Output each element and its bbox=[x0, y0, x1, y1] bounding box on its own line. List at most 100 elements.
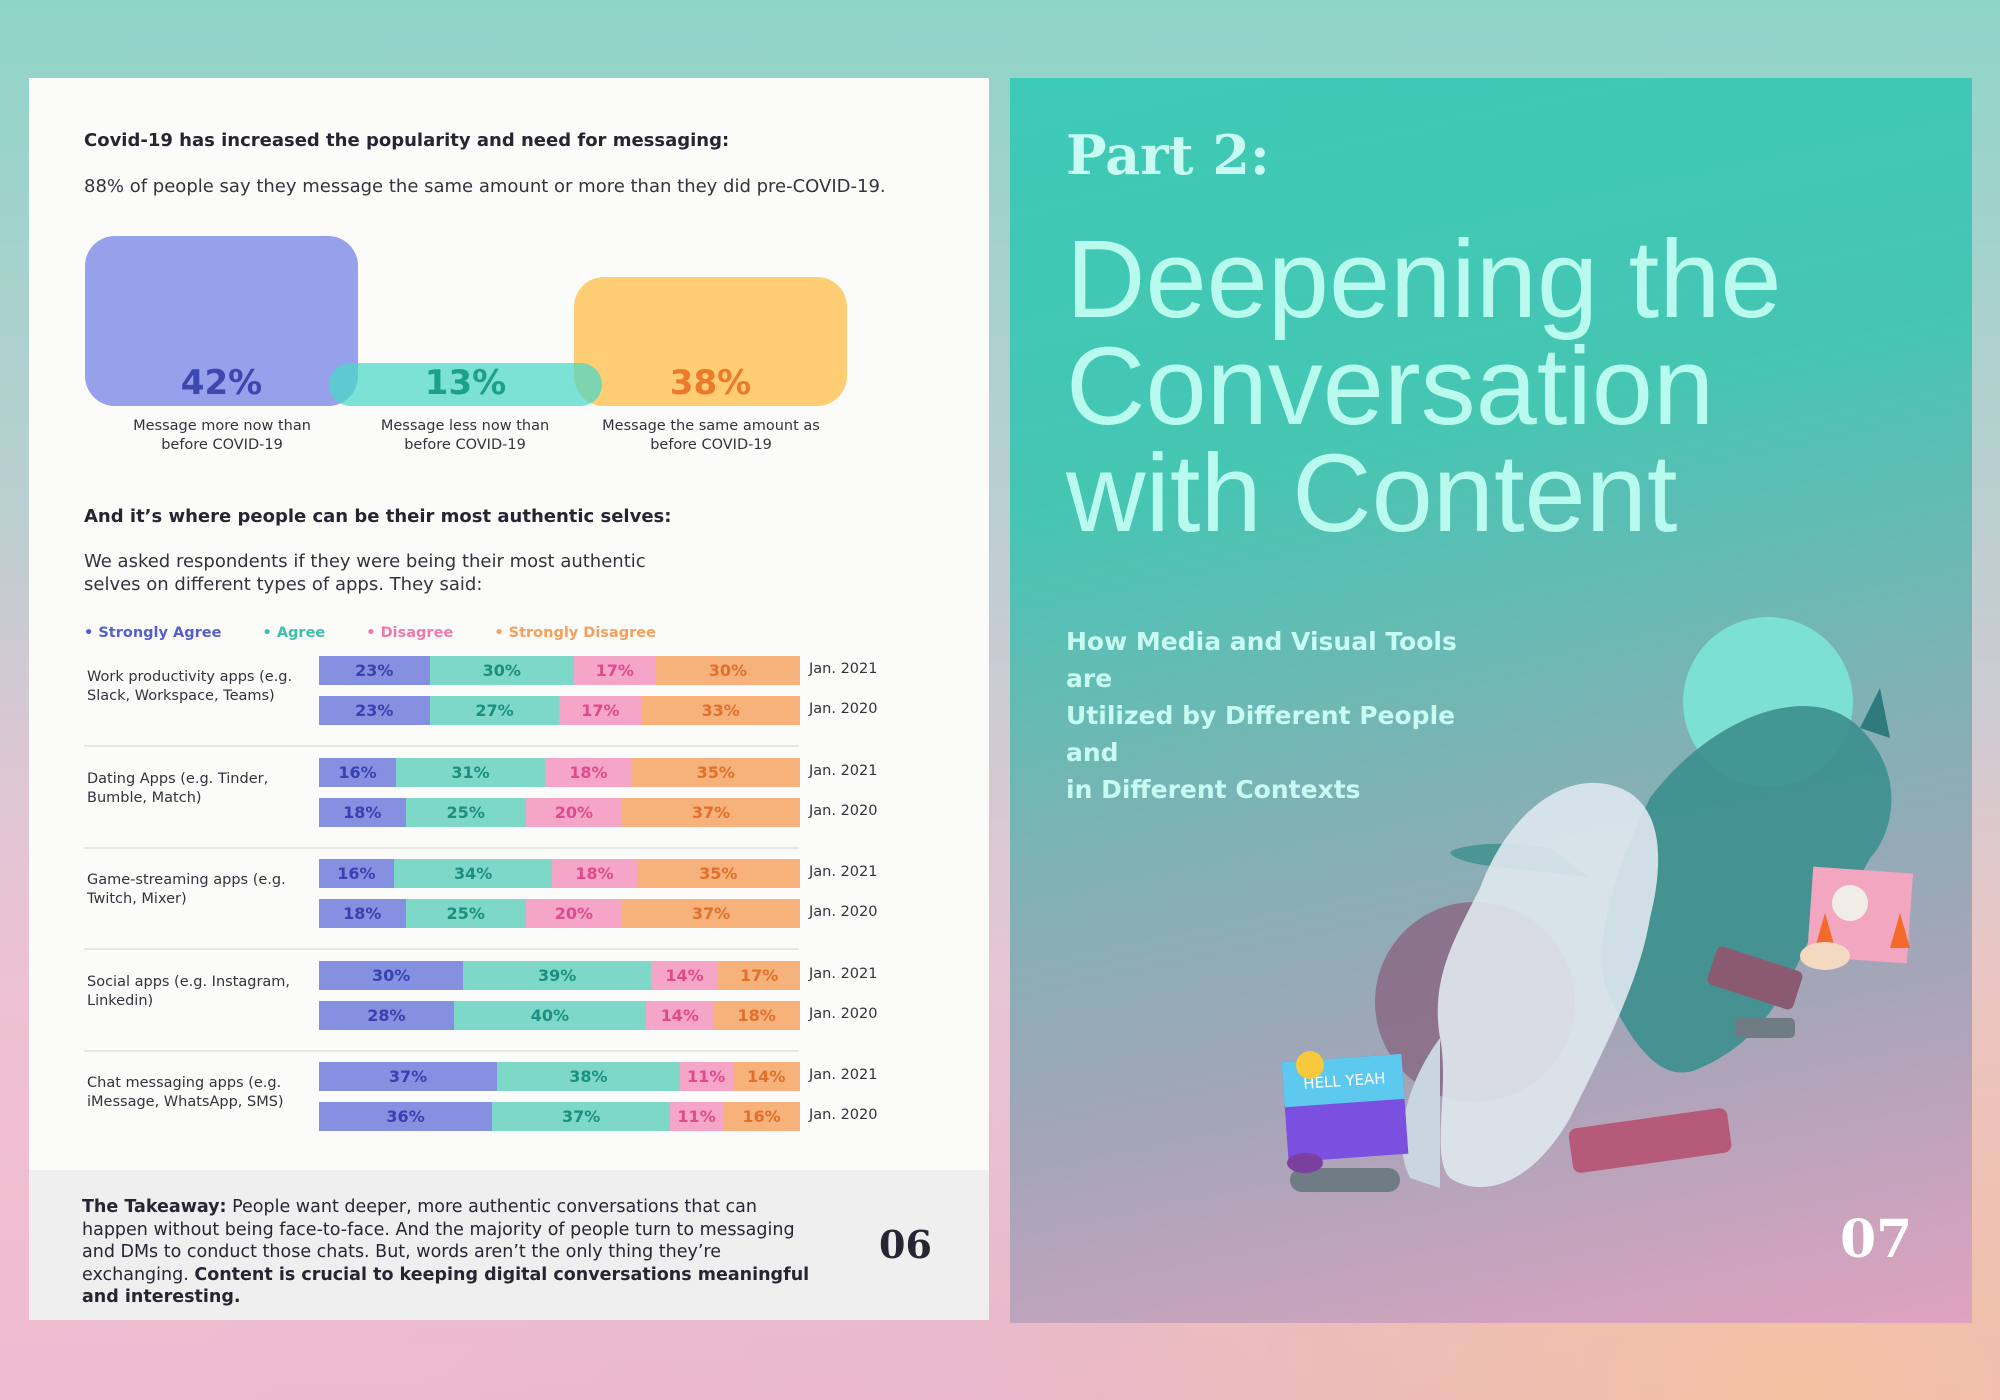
page-number-left: 06 bbox=[879, 1222, 932, 1267]
heart-eyes-emoji-icon bbox=[1296, 1051, 1324, 1079]
bar-segment-strongly-agree: 30% bbox=[319, 960, 464, 990]
bar-segment-agree: 31% bbox=[395, 757, 546, 787]
bar-segment-agree: 38% bbox=[496, 1062, 680, 1091]
authentic-heading: And it’s where people can be their most … bbox=[84, 506, 672, 527]
stacked-bar: 28% 40% 14% 18% bbox=[319, 1000, 800, 1030]
group-divider bbox=[84, 948, 799, 950]
group-label: Work productivity apps (e.g. Slack, Works… bbox=[87, 669, 293, 704]
bar-segment-agree: 27% bbox=[429, 696, 560, 725]
pink-phone-image bbox=[1568, 1108, 1732, 1173]
less-now-blob bbox=[329, 363, 602, 406]
same-amount-caption: Message the same amount as before COVID-1… bbox=[602, 418, 820, 453]
group-divider bbox=[84, 1049, 799, 1052]
bar-segment-strongly-agree: 37% bbox=[319, 1062, 497, 1091]
stacked-bar: 18% 25% 20% 37% bbox=[319, 899, 800, 928]
bar-segment-disagree: 18% bbox=[552, 859, 637, 888]
authentic-intro: We asked respondents if they were being … bbox=[84, 551, 646, 595]
bar-segment-disagree: 14% bbox=[650, 960, 719, 990]
stacked-bar: 16% 31% 18% 35% bbox=[319, 757, 800, 787]
bar-period-label: Jan. 2020 bbox=[809, 904, 878, 920]
bar-segment-strongly-disagree: 37% bbox=[622, 899, 800, 928]
bar-segment-agree: 37% bbox=[492, 1102, 671, 1131]
legend-disagree: • Disagree bbox=[366, 625, 454, 641]
less-now-value: 13% bbox=[424, 363, 507, 403]
bar-period-label: Jan. 2021 bbox=[809, 762, 878, 779]
stacked-bar: 18% 25% 20% 37% bbox=[319, 797, 800, 827]
bar-segment-strongly-agree: 36% bbox=[319, 1102, 493, 1131]
group-divider bbox=[84, 846, 799, 849]
covid-stat-line: 88% of people say they message the same … bbox=[84, 176, 886, 197]
bar-segment-disagree: 11% bbox=[670, 1102, 724, 1131]
bar-segment-strongly-agree: 16% bbox=[319, 757, 396, 787]
takeaway-text: The Takeaway: People want deeper, more a… bbox=[82, 1197, 810, 1307]
bar-period-label: Jan. 2021 bbox=[809, 661, 878, 677]
group-label: Game-streaming apps (e.g. Twitch, Mixer) bbox=[87, 872, 286, 907]
group-label: Social apps (e.g. Instagram, Linkedin) bbox=[87, 973, 291, 1009]
bar-segment-disagree: 20% bbox=[525, 899, 623, 928]
same-amount-blob bbox=[574, 277, 847, 406]
fire-cat-sticker bbox=[1800, 866, 1914, 970]
bar-segment-agree: 25% bbox=[405, 797, 526, 827]
stacked-bar: 37% 38% 11% 14% bbox=[319, 1062, 800, 1091]
bar-segment-strongly-agree: 18% bbox=[319, 797, 406, 827]
more-now-blob bbox=[85, 236, 358, 406]
stacked-bar: 23% 27% 17% 33% bbox=[319, 696, 800, 725]
bar-segment-strongly-disagree: 14% bbox=[732, 1062, 800, 1091]
bar-period-label: Jan. 2020 bbox=[809, 1107, 878, 1123]
bar-segment-disagree: 17% bbox=[573, 656, 656, 685]
bar-segment-strongly-disagree: 16% bbox=[723, 1102, 800, 1131]
dark-phone-image bbox=[1707, 946, 1803, 1010]
hell-yeah-sticker: HELL YEAH bbox=[1281, 1051, 1409, 1173]
stacked-bar: 30% 39% 14% 17% bbox=[319, 960, 800, 990]
legend-strongly-disagree: • Strongly Disagree bbox=[494, 625, 656, 641]
same-amount-value: 38% bbox=[669, 363, 752, 403]
bar-segment-agree: 39% bbox=[463, 960, 651, 990]
bar-segment-strongly-disagree: 17% bbox=[718, 960, 800, 990]
section-title: Deepening the Conversation with Content bbox=[1066, 218, 1782, 555]
bar-segment-disagree: 14% bbox=[646, 1000, 714, 1030]
bar-segment-strongly-agree: 23% bbox=[319, 696, 430, 725]
bar-segment-disagree: 20% bbox=[525, 797, 623, 827]
bar-segment-disagree: 11% bbox=[679, 1062, 733, 1091]
section-subtitle: How Media and Visual Tools are Utilized … bbox=[1066, 627, 1457, 804]
page-number-right: 07 bbox=[1840, 1209, 1913, 1270]
less-now-caption: Message less now than before COVID-19 bbox=[380, 418, 550, 453]
right-page: Part 2: Deepening the Conversation with … bbox=[1010, 78, 1972, 1323]
cats-collage-illustration: HELL YEAH bbox=[1281, 617, 1914, 1192]
bar-period-label: Jan. 2020 bbox=[809, 802, 878, 819]
group-label: Chat messaging apps (e.g. iMessage, Whats… bbox=[87, 1075, 284, 1110]
bar-period-label: Jan. 2021 bbox=[809, 965, 878, 982]
bar-segment-strongly-agree: 28% bbox=[319, 1000, 454, 1030]
part-label: Part 2: bbox=[1066, 123, 1270, 187]
bar-segment-strongly-disagree: 35% bbox=[636, 859, 800, 888]
stacked-bar: 36% 37% 11% 16% bbox=[319, 1102, 800, 1131]
stacked-bar: 16% 34% 18% 35% bbox=[319, 859, 800, 888]
bar-period-label: Jan. 2021 bbox=[809, 864, 878, 880]
covid-heading: Covid-19 has increased the popularity an… bbox=[84, 130, 730, 151]
more-now-value: 42% bbox=[180, 363, 263, 403]
bar-segment-agree: 40% bbox=[453, 1000, 647, 1030]
bar-segment-strongly-disagree: 18% bbox=[713, 1000, 800, 1030]
bar-segment-disagree: 18% bbox=[545, 757, 632, 787]
gray-stand-image bbox=[1735, 1018, 1795, 1038]
bar-segment-disagree: 17% bbox=[559, 696, 642, 725]
more-now-caption: Message more now than before COVID-19 bbox=[133, 418, 311, 453]
stacked-bar: 23% 30% 17% 30% bbox=[319, 656, 800, 685]
group-label: Dating Apps (e.g. Tinder, Bumble, Match) bbox=[87, 770, 269, 806]
legend-agree: • Agree bbox=[262, 625, 326, 641]
left-page: Covid-19 has increased the popularity an… bbox=[29, 78, 989, 1320]
bar-segment-strongly-agree: 16% bbox=[319, 859, 394, 888]
white-cat-image bbox=[1401, 782, 1659, 1188]
bar-segment-strongly-disagree: 37% bbox=[622, 797, 800, 827]
bar-segment-agree: 30% bbox=[429, 656, 574, 685]
bar-segment-strongly-disagree: 35% bbox=[631, 757, 800, 787]
bar-segment-strongly-disagree: 30% bbox=[655, 656, 800, 685]
bar-segment-strongly-agree: 18% bbox=[319, 899, 406, 928]
bar-segment-agree: 25% bbox=[405, 899, 526, 928]
bar-segment-strongly-agree: 23% bbox=[319, 656, 430, 685]
bar-period-label: Jan. 2021 bbox=[809, 1067, 878, 1083]
group-divider bbox=[84, 745, 799, 747]
bar-period-label: Jan. 2020 bbox=[809, 1005, 878, 1022]
bar-period-label: Jan. 2020 bbox=[809, 701, 878, 717]
takeaway-box: The Takeaway: People want deeper, more a… bbox=[29, 1170, 989, 1320]
